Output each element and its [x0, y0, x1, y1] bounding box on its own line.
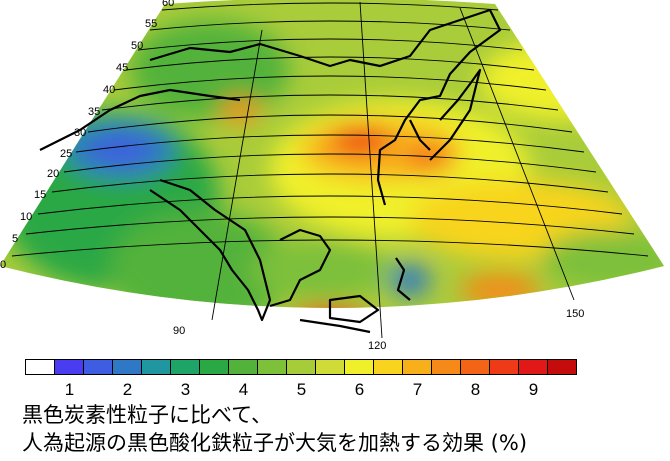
- longitude-lines: [211, 1, 575, 339]
- lat-label-50: 50: [131, 40, 143, 52]
- colorbar-ticks: 1 2 3 4 5 6 7 8 9: [0, 380, 670, 400]
- lat-label-30: 30: [74, 127, 86, 139]
- lat-label-40: 40: [103, 84, 115, 96]
- map-field: [0, 0, 664, 308]
- colorbar-cell-13: [402, 359, 432, 375]
- lat-label-35: 35: [88, 106, 100, 118]
- colorbar-cell-9: [286, 359, 316, 375]
- colorbar-tick-7: 7: [412, 380, 423, 399]
- colorbar-cell-0: [25, 359, 55, 375]
- coastlines: [39, 8, 502, 334]
- lat-label-60: 60: [162, 0, 174, 9]
- caption-line-1: 黒色炭素性粒子に比べて、: [22, 403, 273, 427]
- colorbar-cell-3: [112, 359, 142, 375]
- colorbar-tick-8: 8: [470, 380, 481, 399]
- colorbar-tick-3: 3: [180, 380, 191, 399]
- colorbar-cell-16: [489, 359, 519, 375]
- colorbar-tick-4: 4: [238, 380, 249, 399]
- lon-label-150: 150: [566, 308, 584, 320]
- colorbar-cell-1: [54, 359, 84, 375]
- colorbar-cell-14: [431, 359, 461, 375]
- colorbar-tick-5: 5: [296, 380, 307, 399]
- latitude-lines: [11, 2, 649, 257]
- lat-label-0: 0: [0, 259, 6, 271]
- colorbar: [25, 359, 577, 375]
- colorbar-cell-12: [373, 359, 403, 375]
- colorbar-cell-5: [170, 359, 200, 375]
- lon-label-group: 90 120 150: [173, 308, 584, 350]
- lat-label-25: 25: [60, 148, 72, 160]
- colorbar-cell-10: [315, 359, 345, 375]
- lat-label-group: 60 55 50 45 40 35 30 25 20 15 10 5 0: [0, 0, 174, 271]
- aerosol-heating-map: 60 55 50 45 40 35 30 25 20 15 10 5 0 90 …: [0, 0, 664, 350]
- colorbar-cell-7: [228, 359, 258, 375]
- lon-label-120: 120: [368, 340, 386, 350]
- lat-label-20: 20: [47, 168, 59, 180]
- colorbar-cell-4: [141, 359, 171, 375]
- lat-label-10: 10: [20, 211, 32, 223]
- colorbar-cell-2: [83, 359, 113, 375]
- colorbar-cell-6: [199, 359, 229, 375]
- colorbar-cell-11: [344, 359, 374, 375]
- lat-label-5: 5: [12, 233, 18, 245]
- colorbar-tick-2: 2: [122, 380, 133, 399]
- colorbar-cell-18: [547, 359, 577, 375]
- colorbar-cell-8: [257, 359, 287, 375]
- colorbar-tick-6: 6: [354, 380, 365, 399]
- caption: 黒色炭素性粒子に比べて、 人為起源の黒色酸化鉄粒子が大気を加熱する効果 (%): [22, 401, 527, 457]
- caption-line-2: 人為起源の黒色酸化鉄粒子が大気を加熱する効果 (%): [22, 431, 528, 455]
- lat-label-45: 45: [116, 62, 128, 74]
- lat-label-15: 15: [34, 189, 46, 201]
- lat-label-55: 55: [145, 18, 157, 30]
- colorbar-cell-15: [460, 359, 490, 375]
- lon-label-90: 90: [173, 325, 185, 337]
- colorbar-tick-1: 1: [64, 380, 75, 399]
- colorbar-tick-9: 9: [528, 380, 539, 399]
- colorbar-cell-17: [518, 359, 548, 375]
